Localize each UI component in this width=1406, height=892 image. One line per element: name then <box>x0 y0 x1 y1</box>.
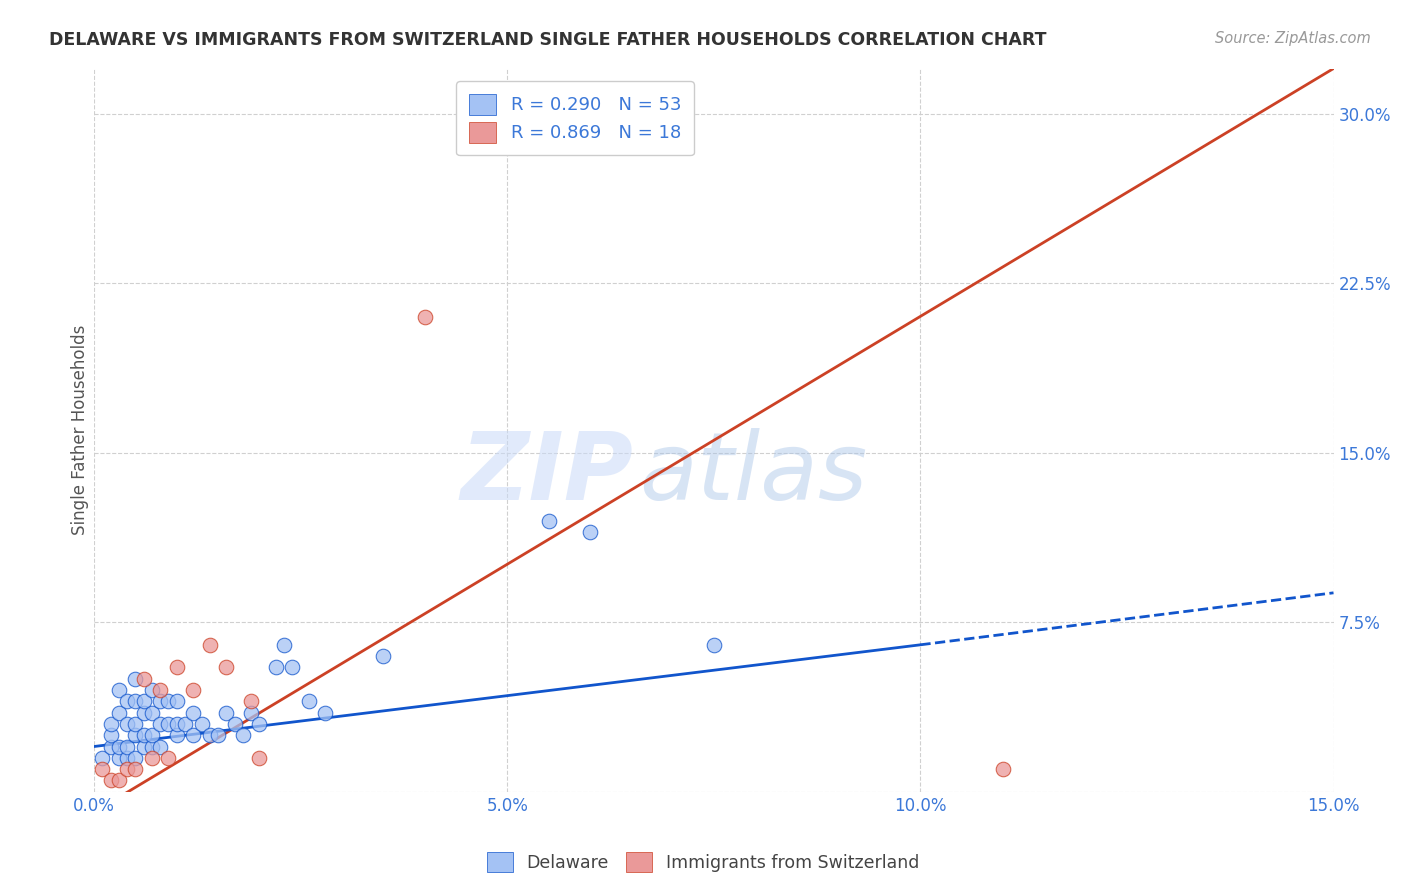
Point <box>224 717 246 731</box>
Point <box>100 728 122 742</box>
Point <box>108 773 131 788</box>
Point <box>132 739 155 754</box>
Point <box>537 514 560 528</box>
Point <box>215 660 238 674</box>
Point <box>141 739 163 754</box>
Point <box>166 660 188 674</box>
Point <box>166 694 188 708</box>
Point <box>132 672 155 686</box>
Point <box>240 694 263 708</box>
Point <box>157 717 180 731</box>
Point <box>215 706 238 720</box>
Point <box>132 728 155 742</box>
Point <box>181 683 204 698</box>
Point <box>115 717 138 731</box>
Point <box>124 751 146 765</box>
Point <box>100 739 122 754</box>
Point <box>157 751 180 765</box>
Point <box>124 717 146 731</box>
Point <box>166 717 188 731</box>
Point <box>479 118 502 132</box>
Point <box>115 739 138 754</box>
Point <box>174 717 197 731</box>
Point <box>132 706 155 720</box>
Point <box>991 762 1014 776</box>
Point <box>124 672 146 686</box>
Point <box>413 310 436 325</box>
Legend: R = 0.290   N = 53, R = 0.869   N = 18: R = 0.290 N = 53, R = 0.869 N = 18 <box>457 81 693 155</box>
Point <box>207 728 229 742</box>
Point <box>703 638 725 652</box>
Point <box>124 694 146 708</box>
Point <box>91 751 114 765</box>
Point <box>108 739 131 754</box>
Point <box>91 762 114 776</box>
Point <box>198 638 221 652</box>
Point <box>181 706 204 720</box>
Point <box>247 717 270 731</box>
Point <box>149 694 172 708</box>
Point <box>124 762 146 776</box>
Point <box>115 762 138 776</box>
Text: Source: ZipAtlas.com: Source: ZipAtlas.com <box>1215 31 1371 46</box>
Point <box>281 660 304 674</box>
Point <box>157 694 180 708</box>
Point <box>149 683 172 698</box>
Point <box>141 683 163 698</box>
Point <box>314 706 336 720</box>
Point <box>247 751 270 765</box>
Point <box>264 660 287 674</box>
Point <box>115 694 138 708</box>
Point <box>108 751 131 765</box>
Point <box>579 524 602 539</box>
Point <box>181 728 204 742</box>
Point <box>132 694 155 708</box>
Point <box>149 717 172 731</box>
Point <box>273 638 295 652</box>
Text: atlas: atlas <box>640 428 868 519</box>
Point <box>240 706 263 720</box>
Point <box>115 751 138 765</box>
Text: DELAWARE VS IMMIGRANTS FROM SWITZERLAND SINGLE FATHER HOUSEHOLDS CORRELATION CHA: DELAWARE VS IMMIGRANTS FROM SWITZERLAND … <box>49 31 1046 49</box>
Point <box>100 773 122 788</box>
Point <box>141 706 163 720</box>
Legend: Delaware, Immigrants from Switzerland: Delaware, Immigrants from Switzerland <box>479 845 927 879</box>
Text: ZIP: ZIP <box>460 427 633 519</box>
Point <box>190 717 212 731</box>
Point <box>141 751 163 765</box>
Point <box>124 728 146 742</box>
Point <box>198 728 221 742</box>
Point <box>232 728 254 742</box>
Y-axis label: Single Father Households: Single Father Households <box>72 325 89 535</box>
Point <box>298 694 321 708</box>
Point <box>373 649 395 664</box>
Point <box>108 706 131 720</box>
Point <box>108 683 131 698</box>
Point <box>166 728 188 742</box>
Point <box>149 739 172 754</box>
Point <box>100 717 122 731</box>
Point <box>141 728 163 742</box>
